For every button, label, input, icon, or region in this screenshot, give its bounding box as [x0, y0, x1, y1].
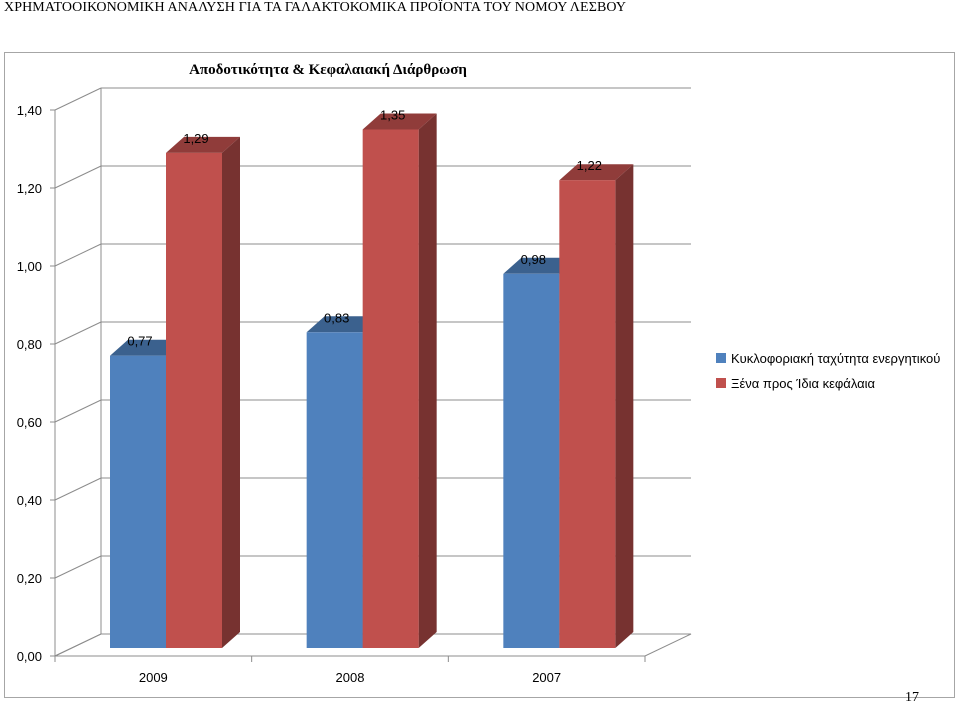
gridline-side	[54, 87, 102, 111]
y-tick-label: 1,40	[17, 103, 42, 118]
bar-side	[615, 164, 634, 648]
gridline-side	[54, 243, 102, 267]
page-number: 17	[905, 690, 919, 705]
gridline-side	[54, 555, 102, 579]
y-axis: 0,00 0,20 0,40 0,60 0,80 1,00 1,20 1,40	[17, 103, 55, 664]
bar-front	[362, 129, 419, 648]
bar-side	[222, 136, 240, 648]
document-header: ΧΡΗΜΑΤΟΟΙΚΟΝΟΜΙΚΗ ΑΝΑΛΥΣΗ ΓΙΑ ΤΑ ΓΑΛΑΚΤΟ…	[4, 0, 627, 15]
bar-top	[166, 136, 240, 153]
bar-front	[559, 180, 616, 648]
data-label: 1,22	[577, 158, 602, 173]
legend-label: Κυκλοφοριακή ταχύτητα ενεργητικού	[731, 351, 940, 366]
bar-red-2008	[362, 113, 437, 648]
y-tick-label: 0,00	[17, 649, 42, 664]
data-label: 1,35	[380, 108, 405, 123]
legend-label: Ξένα προς Ίδια κεφάλαια	[731, 376, 876, 391]
bar-top	[362, 113, 437, 130]
chart-frame	[4, 52, 955, 698]
bar-side	[418, 113, 437, 648]
legend-swatch	[716, 353, 726, 363]
bar-front	[110, 355, 166, 648]
x-tick-label: 2009	[139, 670, 168, 685]
bar-top	[110, 339, 184, 356]
data-label: 0,83	[324, 310, 349, 325]
legend: Κυκλοφοριακή ταχύτητα ενεργητικού Ξένα πρ…	[716, 351, 940, 391]
x-axis: 2009 2008 2007	[54, 655, 646, 685]
y-tick-label: 0,60	[17, 415, 42, 430]
bar-front	[306, 332, 363, 648]
bar-top	[503, 257, 578, 274]
bar-red-2009	[166, 136, 240, 648]
data-labels: 0,77 0,83 0,98 1,29 1,35 1,22	[127, 108, 602, 349]
bar-front	[166, 152, 222, 648]
y-tick-label: 0,20	[17, 571, 42, 586]
gridline-side	[54, 399, 102, 423]
y-tick-label: 0,80	[17, 337, 42, 352]
gridline-side	[54, 165, 102, 189]
bars	[110, 113, 634, 648]
data-label: 0,98	[521, 252, 546, 267]
gridline-side	[54, 633, 102, 657]
data-label: 1,29	[183, 131, 208, 146]
y-tick-label: 0,40	[17, 493, 42, 508]
y-tick-label: 1,00	[17, 259, 42, 274]
chart-title: Αποδοτικότητα & Κεφαλαιακή Διάρθρωση	[189, 62, 467, 78]
y-tick-label: 1,20	[17, 181, 42, 196]
gridline-side	[54, 477, 102, 501]
bar-red-2007	[559, 164, 634, 648]
legend-swatch	[716, 378, 726, 388]
bar-front	[503, 273, 560, 648]
gridline-side	[54, 321, 102, 345]
x-tick-label: 2007	[532, 670, 561, 685]
data-label: 0,77	[127, 334, 152, 349]
x-tick-label: 2008	[336, 670, 365, 685]
bar-top	[306, 316, 381, 333]
bar-top	[559, 164, 634, 181]
